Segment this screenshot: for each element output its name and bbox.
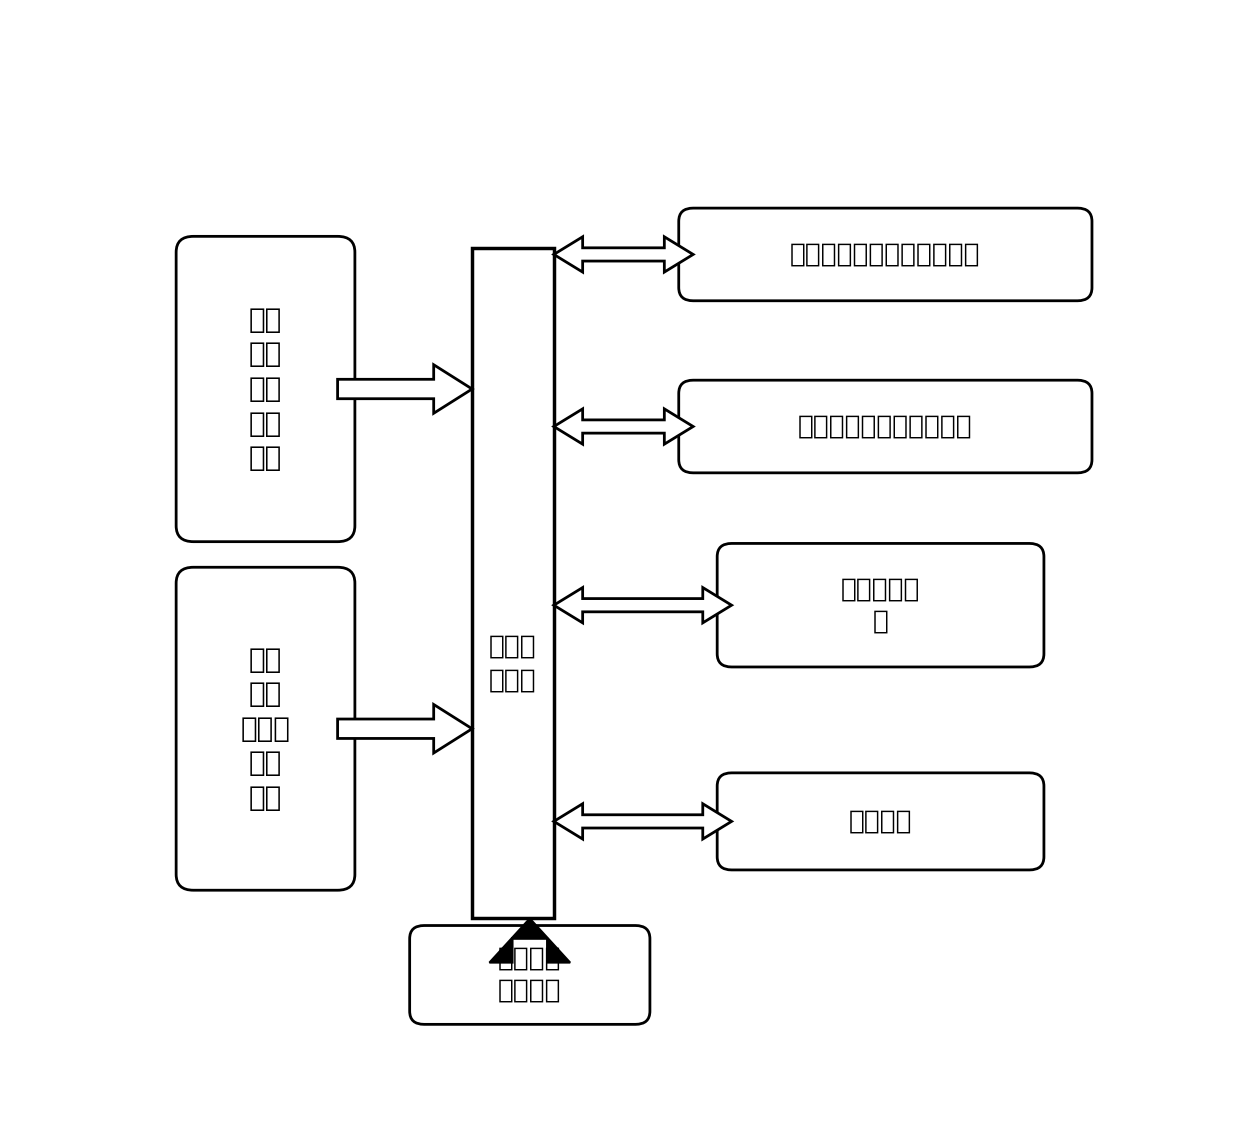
Polygon shape bbox=[554, 803, 732, 839]
FancyBboxPatch shape bbox=[176, 236, 355, 542]
FancyBboxPatch shape bbox=[176, 567, 355, 890]
Polygon shape bbox=[490, 918, 570, 963]
Polygon shape bbox=[554, 237, 693, 272]
Text: 工频
载波
信号
解调
模块: 工频 载波 信号 解调 模块 bbox=[249, 306, 283, 472]
FancyBboxPatch shape bbox=[717, 543, 1044, 667]
Polygon shape bbox=[337, 364, 472, 414]
Text: 数据交互模
块: 数据交互模 块 bbox=[841, 576, 920, 634]
Text: 电力
参数
和采样
计量
模块: 电力 参数 和采样 计量 模块 bbox=[241, 645, 290, 813]
Bar bbox=[472, 248, 554, 918]
FancyBboxPatch shape bbox=[717, 772, 1044, 870]
FancyBboxPatch shape bbox=[678, 209, 1092, 300]
Polygon shape bbox=[337, 705, 472, 753]
Text: 时钟模块: 时钟模块 bbox=[849, 808, 913, 834]
Polygon shape bbox=[554, 588, 732, 623]
FancyBboxPatch shape bbox=[678, 380, 1092, 473]
Polygon shape bbox=[554, 409, 693, 445]
Text: 嵌入式
处理器: 嵌入式 处理器 bbox=[489, 634, 537, 693]
FancyBboxPatch shape bbox=[409, 926, 650, 1025]
Text: 工频载波信号调制保护模块: 工频载波信号调制保护模块 bbox=[790, 242, 981, 267]
Text: 电能数据及信息存储模块: 电能数据及信息存储模块 bbox=[799, 414, 972, 440]
Text: 第一电源
管理模块: 第一电源 管理模块 bbox=[498, 945, 562, 1004]
